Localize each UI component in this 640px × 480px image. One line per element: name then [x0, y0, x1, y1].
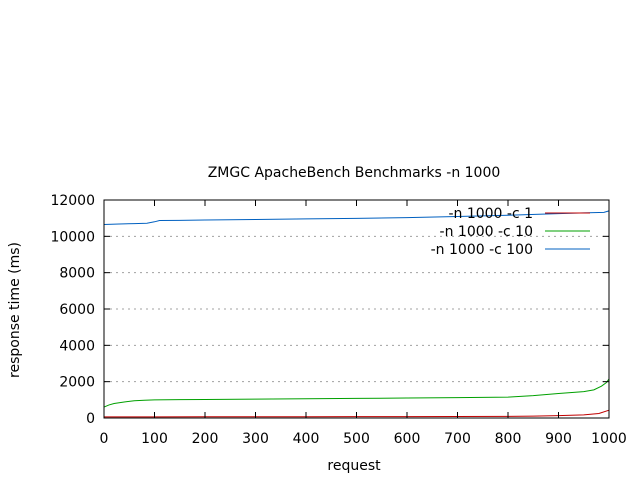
legend-label-0: -n 1000 -c 1	[448, 206, 533, 222]
y-axis-label: response time (ms)	[7, 242, 23, 378]
chart-title: ZMGC ApacheBench Benchmarks -n 1000	[208, 165, 501, 181]
legend-label-1: -n 1000 -c 10	[440, 224, 533, 240]
grid-lines	[104, 235, 609, 383]
axes: 0 2000 4000 6000 8000 10000 12000 0 100 200 300 400…	[50, 193, 626, 447]
y-tick-label-6: 12000	[50, 193, 95, 209]
y-tick-label-5: 10000	[50, 229, 95, 245]
x-tick-label-0: 0	[100, 431, 109, 447]
series-line-2	[103, 210, 610, 226]
series-line-1	[103, 378, 610, 408]
y-tick-label-3: 6000	[59, 302, 95, 318]
y-tick-label-0: 0	[86, 411, 95, 427]
legend: -n 1000 -c 1 -n 1000 -c 10 -n 1000 -c 100	[431, 206, 590, 258]
x-tick-label-2: 200	[192, 431, 219, 447]
x-tick-label-10: 1000	[591, 431, 627, 447]
x-tick-label-1: 100	[141, 431, 168, 447]
x-tick-label-9: 900	[545, 431, 572, 447]
y-tick-label-4: 8000	[59, 266, 95, 282]
series-line-0	[103, 409, 610, 418]
x-axis-label: request	[327, 458, 381, 474]
legend-label-2: -n 1000 -c 100	[431, 242, 533, 258]
x-tick-label-6: 600	[394, 431, 421, 447]
x-tick-label-7: 700	[444, 431, 471, 447]
x-tick-label-5: 500	[343, 431, 370, 447]
series-lines	[103, 210, 610, 418]
y-tick-label-2: 4000	[59, 338, 95, 354]
x-tick-label-8: 800	[495, 431, 522, 447]
y-tick-label-1: 2000	[59, 375, 95, 391]
x-tick-label-3: 300	[242, 431, 269, 447]
x-tick-label-4: 400	[293, 431, 320, 447]
